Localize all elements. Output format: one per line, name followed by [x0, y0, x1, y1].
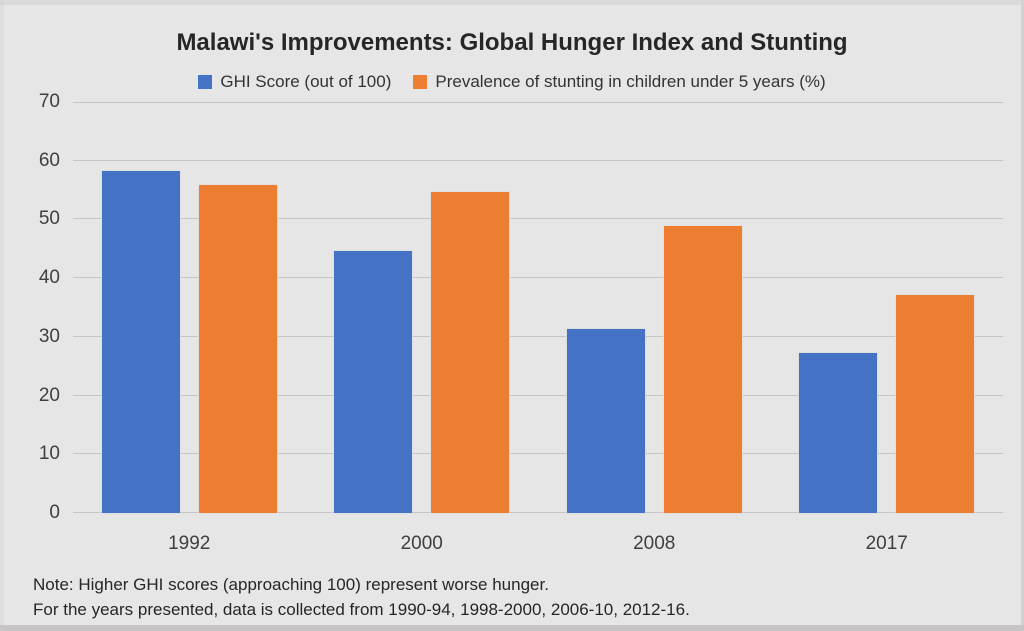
y-tick-label-10: 10 [38, 443, 60, 465]
legend-label-ghi-score: GHI Score (out of 100) [220, 72, 392, 91]
bar-ghi-score-2017 [799, 353, 878, 513]
chart-title: Malawi's Improvements: Global Hunger Ind… [176, 29, 848, 56]
bar-stunting-prevalence-2008 [663, 226, 742, 513]
chart-notes: Note: Higher GHI scores (approaching 100… [33, 572, 690, 622]
legend-label-stunting: Prevalence of stunting in children under… [435, 72, 826, 91]
y-tick-label-70: 70 [38, 91, 60, 112]
plot-area [73, 102, 1003, 513]
gridline-20 [73, 394, 1003, 396]
bar-stunting-prevalence-1992 [198, 185, 277, 513]
bar-ghi-score-1992 [101, 171, 180, 513]
legend-swatch-blue-icon [198, 75, 213, 89]
bar-ghi-score-2000 [334, 250, 413, 513]
y-tick-label-50: 50 [38, 208, 60, 230]
gridline-40 [73, 277, 1003, 279]
x-tick-label-2008: 2008 [633, 533, 676, 554]
x-axis-tick-labels: 1992 2000 2008 2017 [73, 533, 1003, 557]
y-tick-label-20: 20 [38, 384, 60, 406]
bar-stunting-prevalence-2000 [431, 192, 510, 513]
y-axis-tick-labels: 0 10 20 30 40 50 60 70 [0, 91, 60, 523]
gridline-10 [73, 453, 1003, 455]
x-tick-label-2000: 2000 [400, 533, 443, 554]
chart-legend: GHI Score (out of 100) Prevalence of stu… [0, 72, 1024, 92]
gridline-50 [73, 218, 1003, 220]
legend-item-stunting: Prevalence of stunting in children under… [413, 72, 826, 92]
y-tick-label-30: 30 [38, 325, 60, 347]
bar-stunting-prevalence-2017 [896, 295, 975, 513]
x-tick-label-1992: 1992 [168, 533, 211, 554]
gridline-70 [73, 102, 1003, 103]
gridline-0 [73, 512, 1003, 513]
y-tick-label-60: 60 [38, 149, 60, 171]
note-line-2: For the years presented, data is collect… [33, 600, 690, 619]
y-tick-label-0: 0 [49, 502, 60, 523]
x-tick-label-2017: 2017 [865, 533, 908, 554]
gridline-30 [73, 335, 1003, 337]
legend-item-ghi-score: GHI Score (out of 100) [198, 72, 391, 92]
bar-ghi-score-2008 [566, 328, 645, 513]
gridline-60 [73, 159, 1003, 161]
y-tick-label-40: 40 [38, 267, 60, 289]
note-line-1: Note: Higher GHI scores (approaching 100… [33, 575, 549, 594]
legend-swatch-orange-icon [413, 75, 428, 89]
